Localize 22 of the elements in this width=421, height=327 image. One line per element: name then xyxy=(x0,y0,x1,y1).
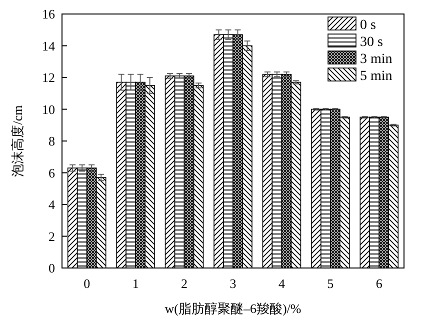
x-tick-label: 5 xyxy=(327,276,334,291)
y-tick-label: 8 xyxy=(48,134,55,149)
y-tick-label: 0 xyxy=(48,260,55,276)
x-tick-label: 3 xyxy=(230,276,236,291)
x-tick-label: 6 xyxy=(376,276,383,291)
legend-label: 30 s xyxy=(360,34,383,50)
legend-label: 0 s xyxy=(360,18,376,33)
y-tick-label: 16 xyxy=(42,6,56,22)
x-tick-label: 1 xyxy=(132,276,139,291)
y-tick-label: 4 xyxy=(48,197,56,212)
y-tick-label: 14 xyxy=(42,38,56,54)
y-tick-label: 12 xyxy=(42,70,55,86)
y-axis-title: 泡沫高度/cm xyxy=(10,105,25,177)
x-tick-label: 4 xyxy=(278,276,286,291)
legend-label: 5 min xyxy=(360,68,392,84)
y-tick-label: 6 xyxy=(48,165,56,180)
x-tick-label: 0 xyxy=(84,276,90,291)
x-tick-label: 2 xyxy=(181,276,188,291)
y-tick-label: 10 xyxy=(42,102,55,117)
legend-label: 3 min xyxy=(360,52,392,67)
x-axis-title: w(脂肪醇聚醚–6羧酸)/% xyxy=(164,301,302,316)
y-tick-label: 2 xyxy=(48,228,55,244)
